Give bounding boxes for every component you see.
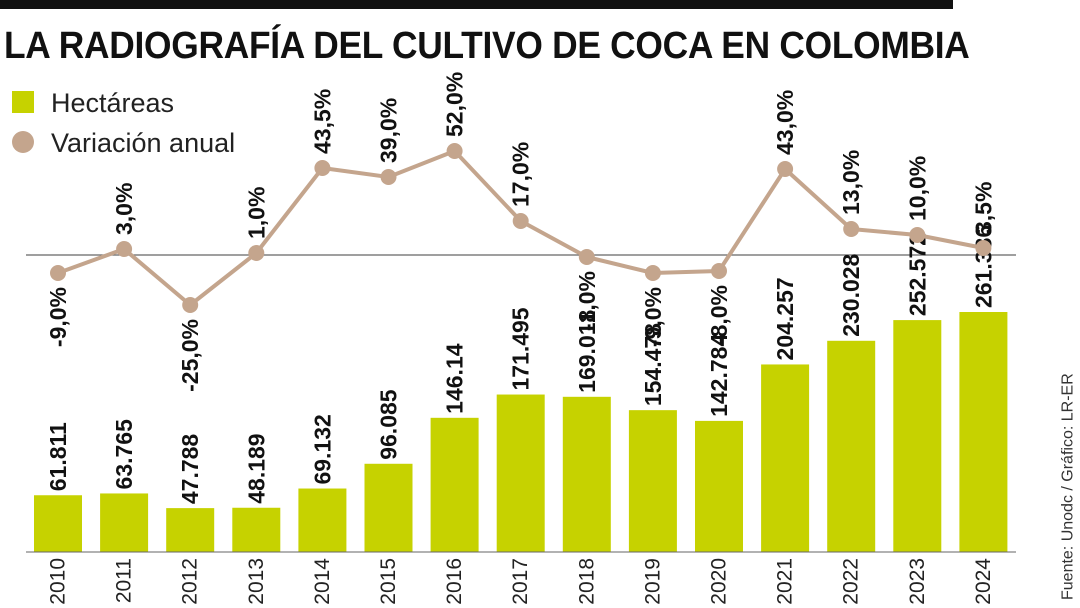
point-2012 bbox=[182, 297, 199, 313]
bar-value-label: 261.386 bbox=[970, 225, 996, 308]
point-value-label: 1,0% bbox=[243, 187, 269, 239]
point-2015 bbox=[380, 169, 397, 185]
bar-value-label: 230.028 bbox=[838, 253, 864, 336]
point-value-label: -1,0% bbox=[574, 271, 600, 331]
legend-swatch-bars bbox=[12, 91, 34, 113]
bar-2016 bbox=[430, 417, 479, 552]
point-2011 bbox=[116, 241, 133, 257]
point-2020 bbox=[711, 263, 727, 279]
x-tick-label: 2024 bbox=[972, 558, 995, 605]
point-2017 bbox=[512, 213, 529, 229]
point-value-label: 43,5% bbox=[309, 89, 335, 154]
line-value-labels: -9,0% 3,0% -25,0% 1,0% 43,5% 39,0% 52,0% 17,0% -… bbox=[45, 72, 996, 392]
point-2021 bbox=[777, 161, 794, 177]
bar-value-label: 47.788 bbox=[177, 434, 203, 505]
x-tick-label: 2022 bbox=[840, 558, 863, 605]
legend-swatch-line bbox=[12, 131, 34, 153]
bar-2012 bbox=[166, 508, 215, 552]
point-2022 bbox=[843, 221, 860, 237]
bar-value-label: 142.784 bbox=[706, 334, 732, 417]
point-2016 bbox=[446, 143, 463, 159]
x-tick-label: 2010 bbox=[47, 558, 70, 605]
bar-2010 bbox=[34, 495, 82, 552]
x-tick-label: 2014 bbox=[311, 558, 334, 605]
point-value-label: 3,0% bbox=[111, 183, 137, 235]
bar-2015 bbox=[364, 463, 413, 552]
bar-2014 bbox=[298, 488, 347, 552]
bar-2019 bbox=[628, 410, 677, 552]
x-tick-label: 2012 bbox=[179, 558, 202, 605]
bar-value-label: 154.478 bbox=[640, 323, 666, 406]
x-tick-label: 2013 bbox=[245, 558, 268, 605]
x-tick-label: 2020 bbox=[708, 558, 731, 605]
bar-2022 bbox=[827, 340, 876, 552]
bar-2013 bbox=[232, 507, 281, 552]
x-tick-label: 2021 bbox=[774, 558, 797, 605]
bar-2011 bbox=[100, 493, 149, 552]
point-value-label: 10,0% bbox=[904, 156, 930, 221]
top-rule bbox=[0, 0, 953, 9]
bar-2020 bbox=[695, 420, 743, 552]
bar-2023 bbox=[893, 320, 942, 552]
point-value-label: 43,0% bbox=[772, 90, 798, 155]
x-tick-label: 2015 bbox=[377, 558, 400, 605]
bar-value-label: 48.189 bbox=[243, 433, 269, 503]
bar-value-label: 61.811 bbox=[45, 422, 71, 491]
bar-2021 bbox=[761, 364, 810, 552]
point-value-label: 39,0% bbox=[376, 98, 402, 163]
point-2013 bbox=[248, 245, 265, 261]
point-value-label: 13,0% bbox=[838, 150, 864, 215]
bar-value-label: 96.085 bbox=[376, 389, 402, 460]
point-value-label: 17,0% bbox=[508, 142, 534, 207]
point-2010 bbox=[50, 265, 66, 281]
x-tick-label: 2011 bbox=[113, 558, 136, 603]
point-value-label: 52,0% bbox=[442, 72, 468, 137]
point-value-label: 3,5% bbox=[970, 182, 996, 234]
bar-2024 bbox=[959, 312, 1008, 552]
bar-value-labels: 61.811 63.765 47.788 48.189 69.132 96.085 146.… bbox=[45, 225, 996, 504]
chart-title: LA RADIOGRAFÍA DEL CULTIVO DE COCA EN CO… bbox=[4, 25, 970, 67]
point-2023 bbox=[909, 227, 926, 243]
bar-2018 bbox=[562, 396, 611, 552]
point-value-label: -25,0% bbox=[177, 319, 203, 392]
x-tick-label: 2023 bbox=[906, 558, 929, 605]
x-tick-label: 2016 bbox=[443, 558, 466, 605]
bar-value-label: 146.14 bbox=[442, 343, 468, 414]
bar-value-label: 204.257 bbox=[772, 277, 798, 360]
x-tick-label: 2018 bbox=[575, 558, 598, 605]
bar-series bbox=[34, 312, 1008, 552]
bar-value-label: 169.018 bbox=[574, 309, 600, 392]
x-axis-tick-labels: 2010 2011 2012 2013 2014 2015 2016 2017 2018 2019… bbox=[47, 558, 995, 605]
point-2024 bbox=[975, 240, 992, 256]
point-2018 bbox=[578, 249, 595, 265]
point-2019 bbox=[644, 265, 661, 281]
bar-value-label: 63.765 bbox=[111, 419, 137, 490]
line-series bbox=[50, 143, 992, 313]
bar-value-label: 69.132 bbox=[309, 414, 335, 484]
point-2014 bbox=[314, 160, 331, 176]
x-tick-label: 2017 bbox=[509, 558, 532, 605]
bar-2017 bbox=[496, 394, 545, 552]
bar-value-label: 171.495 bbox=[508, 307, 534, 390]
legend: Hectáreas Variación anual bbox=[12, 88, 235, 158]
source-note: Fuente: Unodc / Gráfico: LR-ER bbox=[1060, 373, 1077, 600]
legend-label-line: Variación anual bbox=[51, 128, 235, 158]
point-value-label: -8,0% bbox=[706, 285, 732, 345]
legend-label-bars: Hectáreas bbox=[51, 88, 174, 118]
point-value-label: -9,0% bbox=[640, 287, 666, 347]
bar-value-label: 252.572 bbox=[904, 233, 930, 316]
x-tick-label: 2019 bbox=[641, 558, 664, 605]
point-value-label: -9,0% bbox=[45, 287, 71, 347]
